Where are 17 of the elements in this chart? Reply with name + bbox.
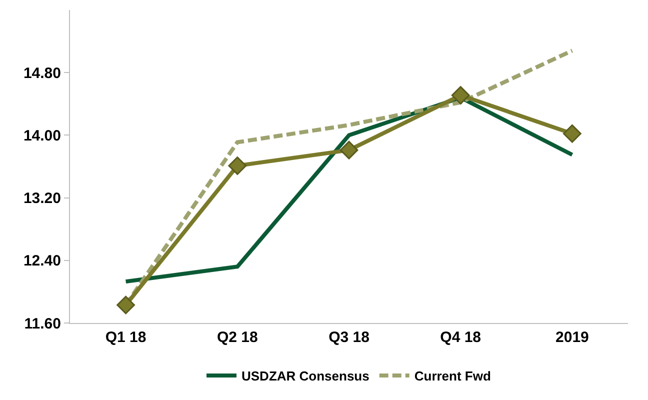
point — [340, 140, 358, 160]
y-tick-label: 12.40 — [23, 252, 61, 270]
y-tick-label: 14.80 — [23, 64, 61, 82]
point — [228, 156, 247, 175]
point — [563, 124, 582, 143]
x-tick-label: Q3 18 — [328, 329, 370, 346]
x-tick-label: Q1 18 — [105, 329, 146, 346]
legend-label: Current Fwd — [414, 368, 491, 384]
point — [116, 296, 135, 314]
point — [451, 86, 470, 104]
legend-label: USDZAR Consensus — [242, 368, 370, 384]
x-tick-label: Q4 18 — [440, 329, 482, 346]
y-tick-label: 11.60 — [24, 315, 61, 332]
x-tick-label: 2019 — [556, 329, 589, 346]
x-tick-label: Q2 18 — [216, 329, 258, 346]
y-tick-label: 14.00 — [23, 127, 61, 144]
y-tick-label: 13.20 — [23, 190, 61, 208]
